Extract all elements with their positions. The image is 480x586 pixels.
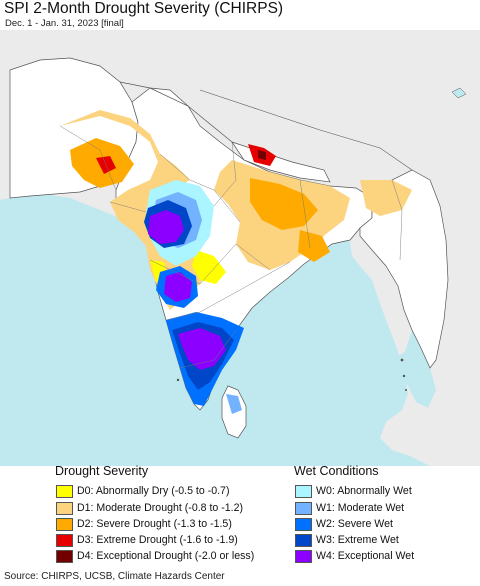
legend-item-w4: W4: Exceptional Wet [295, 548, 414, 564]
legend-label-w0: W0: Abnormally Wet [316, 485, 412, 497]
swatch-d1 [56, 501, 73, 515]
legend-label-w3: W3: Extreme Wet [316, 534, 399, 546]
legend-label-w1: W1: Moderate Wet [316, 502, 405, 514]
swatch-w3 [295, 533, 312, 547]
legend-label-d4: D4: Exceptional Drought (-2.0 or less) [77, 550, 255, 562]
island-andaman-2 [402, 374, 406, 378]
drought-d2-gangetic [250, 178, 318, 230]
legend-item-d0: D0: Abnormally Dry (-0.5 to -0.7) [56, 483, 229, 499]
page-title: SPI 2-Month Drought Severity (CHIRPS) [4, 0, 284, 17]
wet-w1-sri-lanka [226, 394, 242, 414]
source-credit: Source: CHIRPS, UCSB, Climate Hazards Ce… [4, 571, 225, 582]
bay-of-bengal [200, 236, 430, 466]
swatch-d0 [56, 484, 73, 498]
swatch-w2 [295, 517, 312, 531]
wet-legend-title: Wet Conditions [294, 464, 379, 478]
legend-label-d0: D0: Abnormally Dry (-0.5 to -0.7) [77, 485, 230, 497]
legend-label-d3: D3: Extreme Drought (-1.6 to -1.9) [77, 534, 238, 546]
legend-item-w2: W2: Severe Wet [295, 516, 393, 532]
swatch-w4 [295, 549, 312, 563]
north-border [119, 81, 233, 143]
swatch-d4 [56, 549, 73, 563]
swatch-w0 [295, 484, 312, 498]
island-lakshadweep [176, 378, 180, 382]
drought-d2-northeast [298, 230, 330, 262]
internal-borders [59, 125, 403, 369]
legend-label-w2: W2: Severe Wet [316, 518, 393, 530]
legend-label-d1: D1: Moderate Drought (-0.8 to -1.2) [77, 502, 244, 514]
swatch-w1 [295, 501, 312, 515]
swatch-d3 [56, 533, 73, 547]
legend-item-w1: W1: Moderate Wet [295, 500, 404, 516]
china-tibet-border [199, 89, 413, 171]
swatch-d2 [56, 517, 73, 531]
legend-item-d3: D3: Extreme Drought (-1.6 to -1.9) [56, 532, 238, 548]
drought-d1-east [360, 180, 412, 216]
drought-d4-north [258, 150, 266, 160]
drought-d0-central [192, 250, 226, 284]
legend-item-w3: W3: Extreme Wet [295, 532, 399, 548]
island-andaman-3 [405, 389, 407, 391]
myanmar-outline [359, 169, 449, 369]
date-range: Dec. 1 - Jan. 31, 2023 [final] [5, 18, 124, 29]
wet-w4-deccan [164, 272, 192, 302]
legend-item-d1: D1: Moderate Drought (-0.8 to -1.2) [56, 500, 243, 516]
legend-item-w0: W0: Abnormally Wet [295, 483, 412, 499]
island-andaman-1 [400, 358, 404, 362]
wet-w4-gujarat [148, 210, 184, 244]
legend-label-w4: W4: Exceptional Wet [316, 550, 415, 562]
wet-w4-south [178, 328, 226, 370]
legend-item-d2: D2: Severe Drought (-1.3 to -1.5) [56, 516, 232, 532]
drought-map [0, 30, 480, 466]
lake [451, 87, 467, 99]
legend-item-d4: D4: Exceptional Drought (-2.0 or less) [56, 548, 254, 564]
legend-label-d2: D2: Severe Drought (-1.3 to -1.5) [77, 518, 232, 530]
andaman-sea [390, 330, 436, 408]
drought-legend-title: Drought Severity [55, 464, 149, 478]
